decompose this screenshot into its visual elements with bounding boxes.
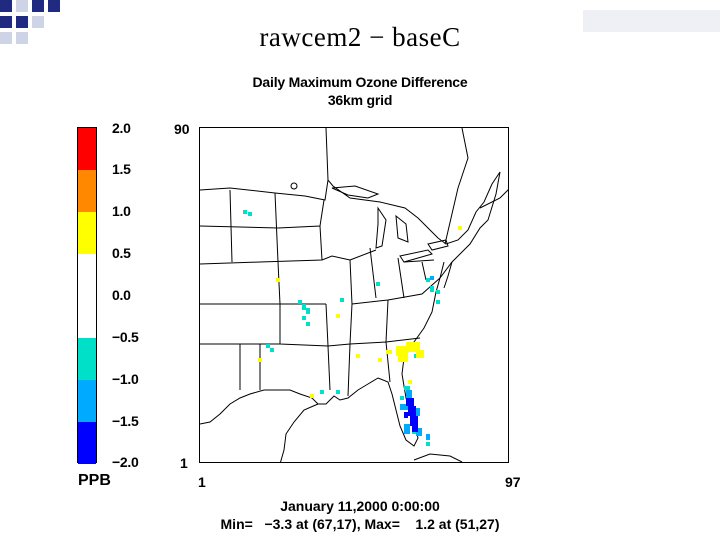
gulf-coast [264,389,319,462]
slide-header-bar [583,10,720,32]
canada-border [200,171,501,245]
colorbar-tick-label: −2.0 [112,454,139,470]
map-grid-cells [243,210,462,446]
slide-title: rawcem2 − baseC [259,22,461,52]
mexico-border [200,389,265,425]
colorbar-tick-label: −1.5 [112,413,139,429]
chesapeake [439,261,453,289]
x-min-label: 1 [198,474,206,490]
colorbar-tick-label: 0.0 [112,287,131,303]
colorbar-tick-label: 2.0 [112,120,131,136]
colorbar-tick-label: −1.0 [112,371,139,387]
slide-decoration [0,0,80,50]
stats-label: Min= −3.3 at (67,17), Max= 1.2 at (51,27… [220,516,500,532]
state-lines [200,189,441,397]
colorbar-bin [78,338,96,380]
map-subtitle: 36km grid [327,92,393,108]
map-panel [199,127,509,463]
great-lakes [331,185,449,263]
colorbar [77,127,97,464]
map-title: Daily Maximum Ozone Difference [252,74,468,90]
colorbar-bin [78,296,96,338]
colorbar-bin [78,128,96,170]
units-label: PPB [78,472,111,489]
colorbar-tick-label: −0.5 [112,329,139,345]
colorbar-bin [78,170,96,212]
colorbar-bin [78,380,96,422]
cuba [413,453,463,462]
colorbar-tick-label: 0.5 [112,245,131,261]
canada-lines [325,128,508,245]
us-map [200,128,508,462]
marker-circle [290,182,298,190]
colorbar-bin [78,254,96,296]
colorbar-bin [78,212,96,254]
y-min-label: 1 [180,455,188,471]
y-max-label: 90 [174,121,190,137]
colorbar-tick-label: 1.0 [112,203,131,219]
date-label: January 11,2000 0:00:00 [280,498,440,514]
x-max-label: 97 [505,474,521,490]
map-outlines [200,128,508,462]
colorbar-tick-label: 1.5 [112,161,131,177]
colorbar-bin [78,422,96,464]
